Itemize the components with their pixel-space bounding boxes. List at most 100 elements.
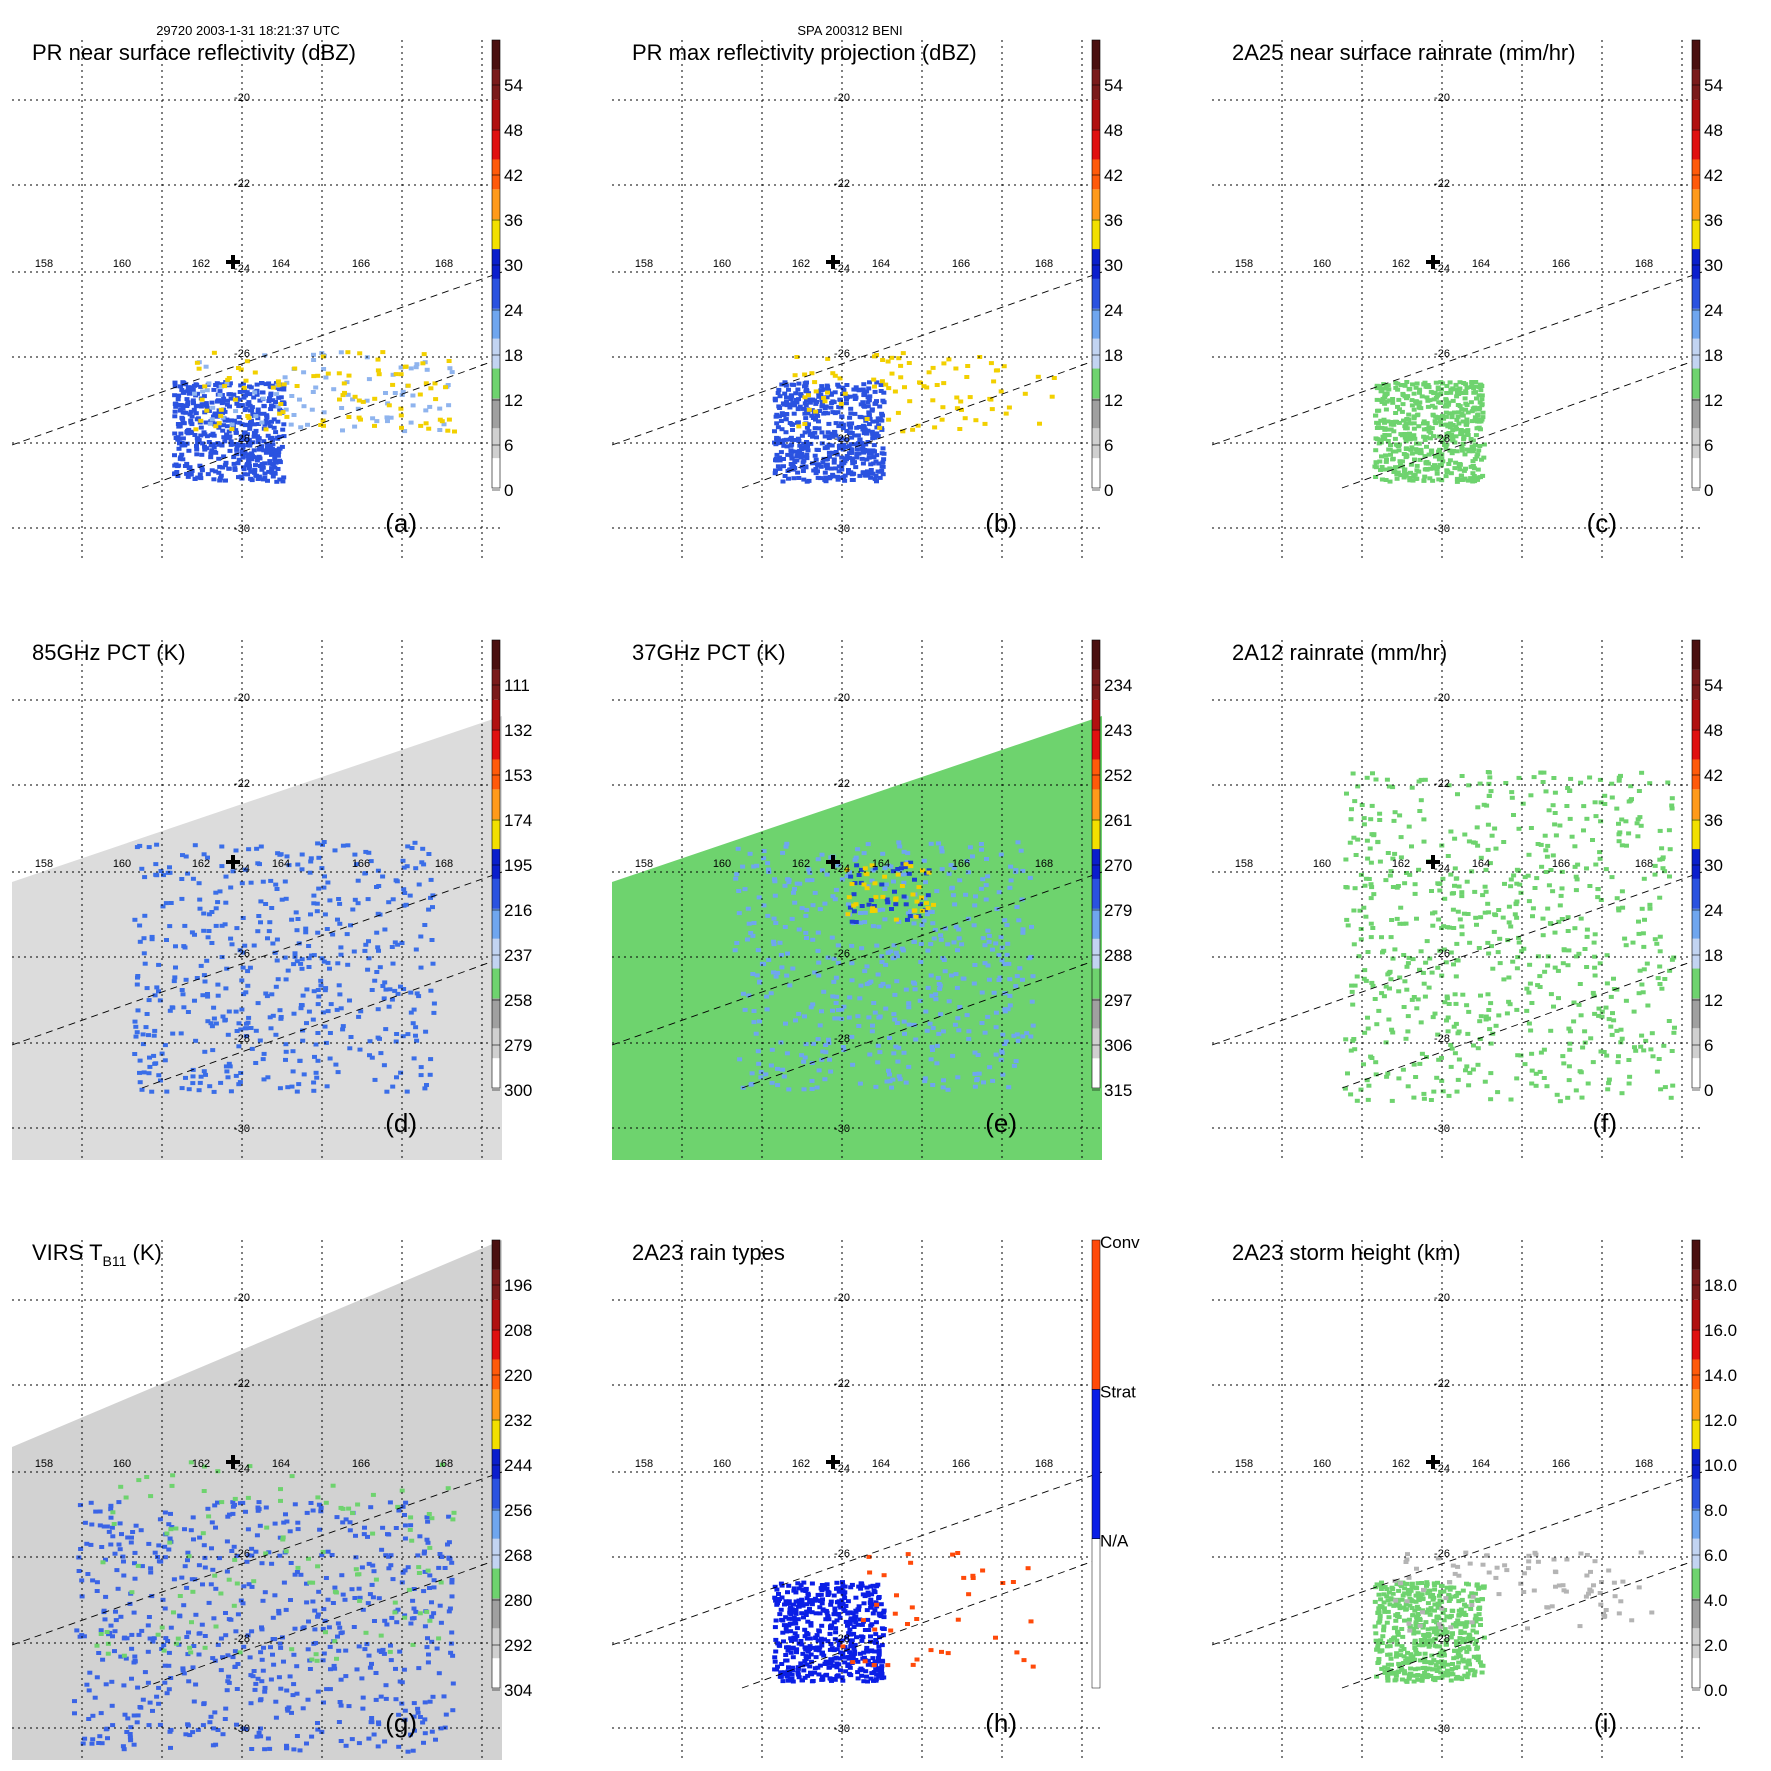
colorbar-segment bbox=[1692, 789, 1700, 820]
colorbar-segment bbox=[1692, 1058, 1700, 1088]
lon-label: 164 bbox=[272, 258, 290, 270]
lat-label: -20 bbox=[234, 92, 250, 104]
lon-label: 168 bbox=[1035, 858, 1053, 870]
colorbar-segment bbox=[1092, 759, 1100, 790]
field-rain-rate-0-6-mm-hr bbox=[1372, 380, 1487, 484]
panel-c: 158 160 162 164 166 168 -20 -22 -24 -26 -28 -30 2A25… bbox=[1212, 39, 1723, 560]
colorbar-segment bbox=[1692, 458, 1700, 488]
colorbar-frame bbox=[1691, 1239, 1701, 1689]
plus-marker bbox=[1426, 855, 1440, 869]
swath-edge-lower bbox=[141, 357, 502, 489]
swath-edge-lower bbox=[1341, 357, 1702, 489]
panel-label: (a) bbox=[385, 508, 417, 538]
lon-label: 162 bbox=[1392, 1458, 1410, 1470]
lat-label: -24 bbox=[1434, 263, 1450, 275]
lat-label: -28 bbox=[234, 433, 250, 445]
lat-label: -26 bbox=[834, 948, 850, 960]
lat-label: -26 bbox=[1434, 1548, 1450, 1560]
lon-label: 158 bbox=[35, 1458, 53, 1470]
lat-label: -30 bbox=[1434, 1723, 1450, 1735]
colorbar-tick-label: 10.0 bbox=[1704, 1456, 1737, 1475]
colorbar-tick-label: 300 bbox=[504, 1081, 532, 1100]
panel-title: PR near surface reflectivity (dBZ) bbox=[32, 40, 356, 65]
field-c bbox=[1212, 271, 1702, 489]
colorbar-frame bbox=[491, 39, 501, 489]
colorbar-tick-label: 0 bbox=[504, 481, 513, 500]
colorbar-segment bbox=[1092, 249, 1100, 279]
lat-label: -30 bbox=[834, 1723, 850, 1735]
latlon-grid bbox=[12, 1240, 502, 1760]
colorbar-tick-label: 288 bbox=[1104, 946, 1132, 965]
colorbar-segment bbox=[492, 249, 500, 279]
colorbar-frame bbox=[1091, 39, 1101, 489]
colorbar-segment bbox=[1092, 699, 1100, 730]
lat-label: -24 bbox=[834, 263, 850, 275]
panel-label: (g) bbox=[385, 1708, 417, 1738]
colorbar-segment bbox=[1692, 1419, 1700, 1450]
lon-label: 160 bbox=[113, 858, 131, 870]
colorbar-segment bbox=[492, 278, 500, 309]
lon-label: 166 bbox=[952, 1458, 970, 1470]
colorbar-tick-label: 54 bbox=[1704, 76, 1723, 95]
swath-edge-upper bbox=[1212, 1471, 1702, 1646]
field-g bbox=[12, 1240, 502, 1760]
colorbar-segment bbox=[492, 1598, 500, 1629]
colorbar-segment bbox=[492, 458, 500, 488]
colorbar-segment bbox=[1692, 819, 1700, 850]
colorbar-tick-label: 54 bbox=[1104, 76, 1123, 95]
colorbar-tick-label: 2.0 bbox=[1704, 1636, 1728, 1655]
colorbar-segment bbox=[492, 938, 500, 969]
lat-label: -22 bbox=[1434, 1378, 1450, 1390]
colorbar-segment bbox=[492, 1658, 500, 1688]
colorbar-segment bbox=[492, 968, 500, 999]
colorbar-segment bbox=[1692, 308, 1700, 339]
lon-label: 164 bbox=[872, 1458, 890, 1470]
colorbar-segment bbox=[1092, 729, 1100, 760]
lon-label: 158 bbox=[635, 258, 653, 270]
field-h bbox=[612, 1471, 1102, 1689]
colorbar-segment bbox=[492, 1240, 500, 1270]
lon-label: 168 bbox=[1635, 858, 1653, 870]
colorbar-segment bbox=[492, 308, 500, 339]
colorbar-segment bbox=[1692, 1028, 1700, 1059]
colorbar-tick-label: 6 bbox=[1104, 436, 1113, 455]
colorbar-segment bbox=[492, 1478, 500, 1509]
colorbar-segment bbox=[492, 40, 500, 70]
swath-edge-upper bbox=[12, 871, 502, 1046]
plus-marker bbox=[226, 855, 240, 869]
field-scattering-minimum-195-216-k bbox=[132, 840, 437, 1094]
plus-marker bbox=[226, 255, 240, 269]
field-core-252-261-k bbox=[844, 862, 936, 922]
field-i bbox=[1212, 1471, 1702, 1689]
lon-label: 162 bbox=[192, 258, 210, 270]
lon-label: 158 bbox=[635, 1458, 653, 1470]
colorbar-segment bbox=[1092, 1058, 1100, 1088]
colorbar-segment bbox=[1092, 278, 1100, 309]
field-rain-rate-0-6-mm-hr bbox=[1342, 770, 1677, 1104]
colorbar-segment bbox=[492, 129, 500, 160]
lon-label: 162 bbox=[1392, 258, 1410, 270]
colorbar-tick-label: 18.0 bbox=[1704, 1276, 1737, 1295]
latlon-grid bbox=[1212, 40, 1702, 560]
colorbar-tick-label: 36 bbox=[1104, 211, 1123, 230]
colorbar-tick-label: 18 bbox=[1704, 946, 1723, 965]
field-a bbox=[12, 271, 502, 489]
lon-label: 160 bbox=[1313, 858, 1331, 870]
colorbar: 54 48 42 36 30 24 18 12 6 0 bbox=[1091, 39, 1123, 500]
lon-label: 164 bbox=[1472, 1458, 1490, 1470]
colorbar-segment bbox=[1692, 1598, 1700, 1629]
colorbar-segment bbox=[492, 1028, 500, 1059]
colorbar-segment bbox=[1692, 908, 1700, 939]
panel-e: 158 160 162 164 166 168 -20 -22 -24 -26 -28 -30 37GH… bbox=[612, 639, 1132, 1160]
colorbar-segment bbox=[1692, 759, 1700, 790]
colorbar-tick-label: 54 bbox=[1704, 676, 1723, 695]
lon-label: 166 bbox=[352, 858, 370, 870]
swath-edge-lower bbox=[741, 957, 1102, 1089]
field-convective bbox=[840, 1551, 1036, 1669]
panel-label: (f) bbox=[1592, 1108, 1617, 1138]
lon-label: 168 bbox=[435, 858, 453, 870]
colorbar-segment bbox=[1692, 1240, 1700, 1270]
colorbar-segment bbox=[1092, 219, 1100, 250]
lat-label: -30 bbox=[1434, 523, 1450, 535]
colorbar-tick-label: 174 bbox=[504, 811, 532, 830]
